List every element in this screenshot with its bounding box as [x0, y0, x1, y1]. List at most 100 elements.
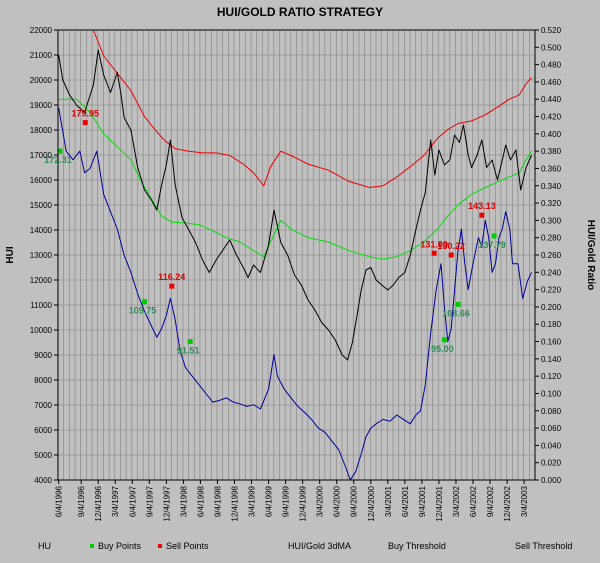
y2-tick-label: 0.000 [541, 476, 562, 485]
buy-point [441, 337, 447, 343]
y2-tick-label: 0.160 [541, 338, 562, 347]
legend-item: Sell Points [166, 541, 209, 551]
y2-tick-label: 0.080 [541, 407, 562, 416]
y2-tick-label: 0.040 [541, 441, 562, 450]
series-line-sell-threshold [92, 29, 532, 188]
x-tick-label: 12/4/1999 [299, 485, 308, 521]
x-tick-label: 3/4/1997 [111, 485, 120, 517]
buy-point [491, 233, 497, 239]
y2-tick-label: 0.100 [541, 389, 562, 398]
y-axis-right: 0.000 0.020 0.040 0.060 0.080 0.100 0.120 0.140… [535, 26, 562, 485]
x-tick-label: 12/4/1997 [162, 485, 171, 521]
x-tick-label: 3/4/2001 [384, 485, 393, 517]
legend-item: HUI/Gold 3dMA [288, 541, 351, 551]
sell-point-label: 143.13 [468, 201, 496, 211]
y2-tick-label: 0.380 [541, 147, 562, 156]
y-tick-label: 9000 [34, 351, 52, 360]
x-tick-label: 9/4/1996 [77, 485, 86, 517]
y-tick-label: 15000 [30, 201, 53, 210]
y2-tick-label: 0.180 [541, 320, 562, 329]
x-tick-label: 9/4/2000 [350, 485, 359, 517]
x-tick-label: 6/4/1998 [196, 485, 205, 517]
x-tick-label: 9/4/1999 [282, 485, 291, 517]
y2-tick-label: 0.340 [541, 182, 562, 191]
sell-point [82, 120, 88, 126]
y-tick-label: 8000 [34, 376, 52, 385]
y-tick-label: 18000 [30, 126, 53, 135]
y-tick-label: 13000 [30, 251, 53, 260]
y2-tick-label: 0.060 [541, 424, 562, 433]
legend: HU Buy Points Sell Points HUI/Gold 3dMA Buy … [38, 541, 572, 551]
y2-tick-label: 0.320 [541, 199, 562, 208]
y-tick-label: 7000 [34, 401, 52, 410]
y-tick-label: 22000 [30, 26, 53, 35]
y-tick-label: 4000 [34, 476, 52, 485]
sell-point-label: 130.22 [437, 241, 465, 251]
y-tick-label: 12000 [30, 276, 53, 285]
buy-point [187, 339, 193, 345]
y2-tick-label: 0.120 [541, 372, 562, 381]
y2-tick-label: 0.200 [541, 303, 562, 312]
x-tick-label: 9/4/1998 [213, 485, 222, 517]
x-tick-label: 6/4/2001 [401, 485, 410, 517]
y-tick-label: 10000 [30, 326, 53, 335]
legend-swatch [158, 544, 162, 548]
x-tick-label: 6/4/2000 [333, 485, 342, 517]
y2-tick-label: 0.400 [541, 130, 562, 139]
sell-point [479, 212, 485, 218]
sell-point-label: 116.24 [158, 272, 185, 282]
y-axis-label-left: HUI [5, 246, 16, 263]
y-tick-label: 21000 [30, 51, 53, 60]
y2-tick-label: 0.220 [541, 286, 562, 295]
x-tick-label: 3/4/2003 [520, 485, 529, 517]
x-tick-label: 6/4/1997 [128, 485, 137, 517]
x-tick-label: 9/4/1997 [145, 485, 154, 517]
y2-tick-label: 0.140 [541, 355, 562, 364]
y2-tick-label: 0.420 [541, 113, 562, 122]
buy-point [142, 299, 148, 305]
y-tick-label: 20000 [30, 76, 53, 85]
x-tick-label: 3/4/2000 [316, 485, 325, 517]
sell-point [169, 283, 175, 289]
legend-item: Sell Threshold [515, 541, 572, 551]
legend-swatch [90, 544, 94, 548]
x-tick-label: 6/4/2002 [469, 485, 478, 517]
y2-tick-label: 0.020 [541, 459, 562, 468]
y2-tick-label: 0.260 [541, 251, 562, 260]
chart-title: HUI/GOLD RATIO STRATEGY [217, 5, 383, 19]
buy-point-label: 91.51 [177, 346, 200, 356]
legend-item: HU [38, 541, 51, 551]
y-tick-label: 14000 [30, 226, 53, 235]
buy-point [57, 148, 63, 154]
x-tick-label: 9/4/2002 [486, 485, 495, 517]
y2-tick-label: 0.280 [541, 234, 562, 243]
y2-tick-label: 0.520 [541, 26, 562, 35]
x-tick-label: 6/4/1999 [265, 485, 274, 517]
sell-point [448, 252, 454, 258]
y2-tick-label: 0.460 [541, 78, 562, 87]
y-tick-label: 6000 [34, 426, 52, 435]
y2-tick-label: 0.440 [541, 95, 562, 104]
sell-point-label: 179.95 [71, 109, 99, 119]
buy-point-label: 95.00 [431, 344, 454, 354]
series-line-hui-gold-3dma [58, 107, 533, 481]
buy-point-label: 108.66 [442, 308, 470, 318]
buy-point [455, 301, 461, 307]
y-tick-label: 11000 [30, 301, 52, 310]
sell-point [431, 250, 437, 256]
legend-item: Buy Threshold [388, 541, 446, 551]
buy-point-label: 109.75 [129, 306, 157, 316]
y-tick-label: 16000 [30, 176, 53, 185]
legend-item: Buy Points [98, 541, 142, 551]
x-axis: 6/4/1996 9/4/1996 12/4/1996 3/4/1997 6/4/199… [55, 480, 529, 522]
y-tick-label: 17000 [30, 151, 53, 160]
buy-point-label: 137.79 [478, 240, 506, 250]
x-tick-label: 3/4/1998 [179, 485, 188, 517]
y-axis-label-right: HUI/Gold Ratio [585, 220, 596, 291]
series-line-hui [58, 49, 533, 361]
y-tick-label: 19000 [30, 101, 53, 110]
x-tick-label: 3/4/1999 [248, 485, 257, 517]
x-tick-label: 9/4/2001 [418, 485, 427, 517]
